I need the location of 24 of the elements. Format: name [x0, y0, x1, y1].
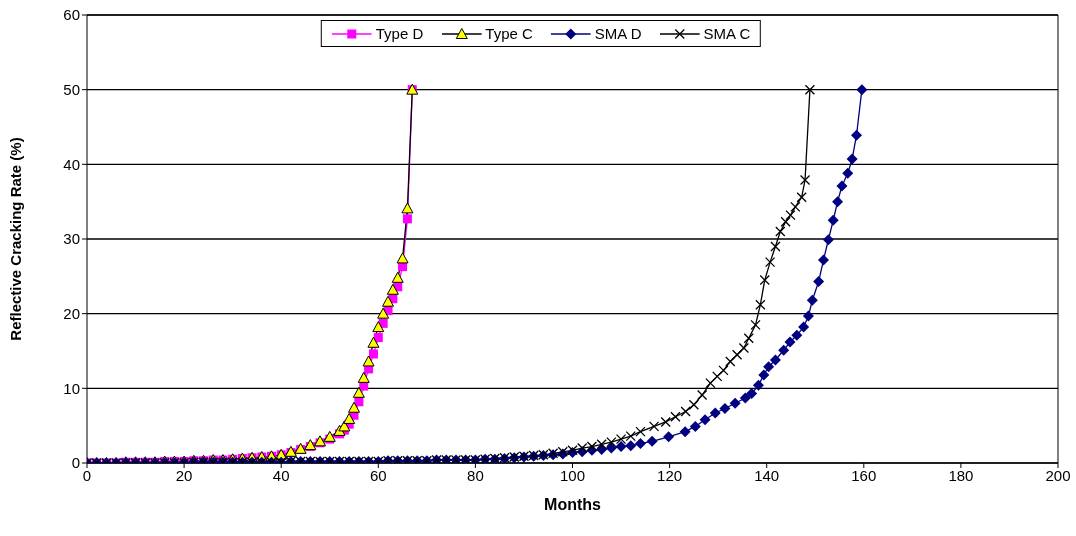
x-tick-label: 140 [754, 466, 780, 484]
y-tick-label: 50 [63, 80, 80, 98]
legend-label: SMA C [703, 25, 751, 42]
y-tick-label: 10 [63, 379, 80, 397]
x-tick-label: 20 [175, 466, 193, 484]
legend-label: Type C [485, 25, 533, 42]
legend-label: SMA D [594, 25, 642, 42]
x-tick-label: 80 [467, 466, 484, 484]
x-tick-label: 100 [559, 466, 586, 484]
y-tick-label: 60 [63, 6, 80, 24]
y-tick-label: 0 [71, 454, 80, 472]
y-tick-label: 20 [63, 304, 80, 322]
x-tick-label: 200 [1045, 466, 1071, 484]
x-tick-label: 60 [369, 466, 387, 484]
y-axis-title: Reflective Cracking Rate (%) [7, 137, 25, 341]
x-tick-label: 120 [657, 466, 683, 484]
x-tick-label: 180 [948, 466, 974, 484]
x-tick-label: 160 [851, 466, 877, 484]
y-tick-label: 40 [63, 155, 80, 173]
x-axis-title: Months [544, 496, 602, 513]
legend-label: Type D [375, 25, 424, 42]
x-tick-label: 0 [82, 466, 92, 484]
x-tick-label: 40 [272, 466, 290, 484]
y-tick-label: 30 [63, 230, 80, 248]
